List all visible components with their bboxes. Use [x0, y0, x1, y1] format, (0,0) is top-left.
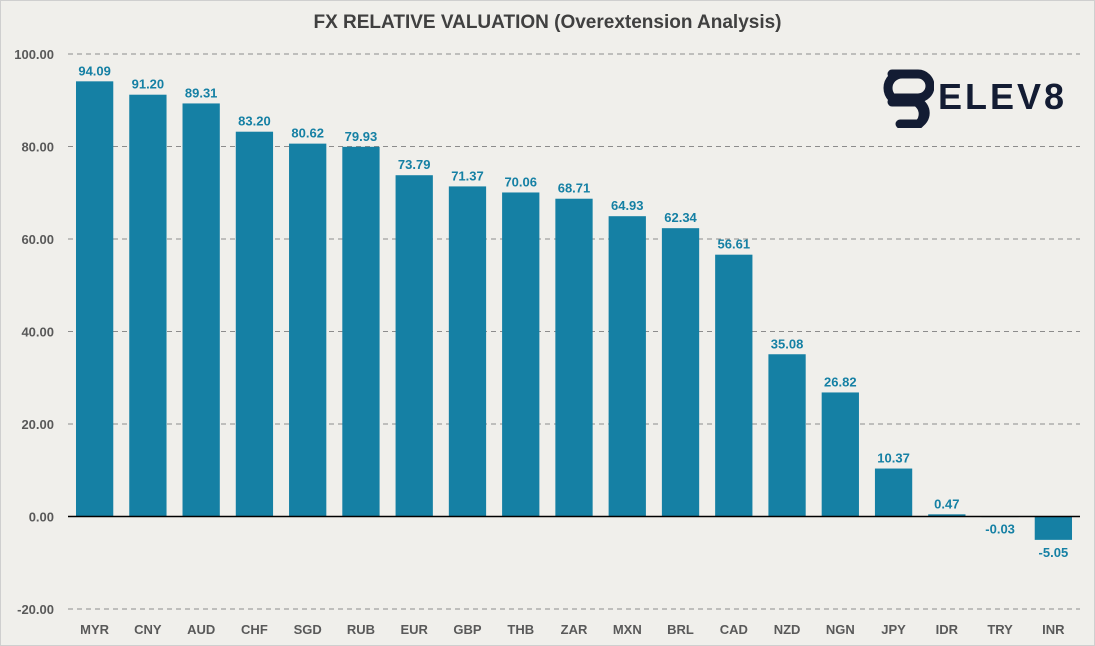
logo-text: ELEV8 [938, 76, 1068, 117]
data-label: 64.93 [611, 198, 644, 213]
x-tick-label: BRL [667, 622, 694, 637]
bar-inr [1034, 516, 1073, 540]
data-label: 83.20 [238, 114, 271, 129]
x-tick-label: TRY [987, 622, 1013, 637]
bar-chf [235, 131, 274, 517]
bar-sgd [289, 143, 327, 517]
elev8-logo-icon [883, 69, 934, 128]
bar-idr [928, 514, 966, 517]
x-tick-label: RUB [347, 622, 375, 637]
data-label: 91.20 [132, 77, 165, 92]
y-tick-label: 20.00 [21, 417, 54, 432]
data-label: 71.37 [451, 168, 484, 183]
x-tick-label: ZAR [561, 622, 588, 637]
y-axis: -20.00 0.00 20.00 40.00 60.00 80.00 100.00 [14, 47, 54, 617]
bar-gbp [448, 186, 487, 517]
x-tick-label: SGD [294, 622, 322, 637]
data-label: 62.34 [664, 210, 697, 225]
bar-brl [661, 228, 700, 517]
y-tick-label: 100.00 [14, 47, 54, 62]
data-labels: 94.09 91.20 89.31 83.20 80.62 79.93 73.79 71.37… [78, 63, 1068, 560]
brand-logo: ELEV8 [872, 66, 1077, 128]
bar-cny [129, 94, 167, 517]
data-label: 56.61 [718, 237, 751, 252]
chart-title: FX RELATIVE VALUATION (Overextension Ana… [313, 12, 782, 33]
x-tick-label: MYR [80, 622, 110, 637]
data-label: 79.93 [345, 129, 378, 144]
bar-zar [555, 198, 593, 517]
x-tick-label: NGN [826, 622, 855, 637]
bar-myr [75, 81, 114, 517]
data-label: 35.08 [771, 336, 804, 351]
data-label: 94.09 [78, 63, 111, 78]
y-tick-label: 0.00 [29, 510, 54, 525]
y-tick-label: 40.00 [21, 325, 54, 340]
data-label: 70.06 [504, 174, 537, 189]
bar-ngn [821, 392, 859, 517]
bar-nzd [768, 354, 806, 517]
x-tick-label: EUR [400, 622, 428, 637]
x-tick-label: CNY [134, 622, 162, 637]
x-tick-label: AUD [187, 622, 215, 637]
data-label: -0.03 [985, 522, 1015, 537]
data-label: 89.31 [185, 85, 218, 100]
data-label: 10.37 [877, 451, 910, 466]
bar-thb [502, 192, 540, 517]
bar-aud [182, 103, 220, 517]
y-tick-label: 80.00 [21, 140, 54, 155]
x-axis: MYR CNY AUD CHF SGD RUB EUR GBP THB ZAR MXN BRL CAD N… [68, 515, 1080, 637]
y-tick-label: -20.00 [17, 602, 54, 617]
y-tick-label: 60.00 [21, 232, 54, 247]
data-label: 73.79 [398, 157, 431, 172]
x-tick-label: CAD [720, 622, 748, 637]
bar-cad [715, 254, 753, 517]
x-tick-label: IDR [936, 622, 959, 637]
data-label: 68.71 [558, 181, 591, 196]
bar-rub [342, 146, 380, 517]
x-tick-label: THB [507, 622, 534, 637]
bars [75, 81, 1073, 540]
x-tick-label: NZD [774, 622, 801, 637]
x-tick-label: GBP [453, 622, 482, 637]
x-tick-label: CHF [241, 622, 268, 637]
data-label: 0.47 [934, 496, 959, 511]
bar-eur [395, 175, 433, 517]
x-tick-label: INR [1042, 622, 1065, 637]
x-tick-label: JPY [881, 622, 906, 637]
data-label: 26.82 [824, 374, 857, 389]
bar-mxn [608, 216, 646, 517]
data-label: 80.62 [291, 126, 324, 141]
bar-jpy [874, 468, 913, 517]
x-tick-label: MXN [613, 622, 642, 637]
data-label: -5.05 [1039, 545, 1069, 560]
